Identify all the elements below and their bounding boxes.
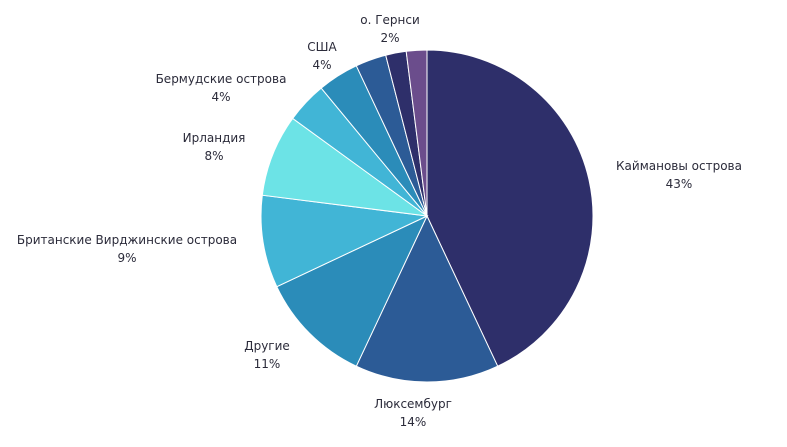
slice-label-name: США bbox=[307, 40, 337, 54]
pie-slice bbox=[405, 49, 428, 217]
slice-label: Каймановы острова 43% bbox=[616, 159, 742, 191]
slice-label-name: Британские Вирджинские острова bbox=[17, 233, 237, 247]
pie-slice bbox=[355, 214, 499, 383]
slice-label-value: 4% bbox=[312, 58, 331, 72]
slice-label-name: Люксембург bbox=[374, 397, 452, 411]
slice-label-name: Бермудские острова bbox=[156, 72, 287, 86]
slice-label-value: 43% bbox=[666, 177, 693, 191]
slice-label-value: 14% bbox=[400, 415, 427, 429]
pie-slice bbox=[260, 194, 429, 288]
slice-label-name: Каймановы острова bbox=[616, 159, 742, 173]
pie-slices bbox=[260, 49, 594, 383]
slice-label: Британские Вирджинские острова 9% bbox=[17, 233, 237, 265]
slice-label-value: 8% bbox=[204, 149, 223, 163]
slice-label-name: о. Гернси bbox=[360, 13, 420, 27]
pie-slice bbox=[426, 49, 594, 367]
slice-label-name: Ирландия bbox=[183, 131, 246, 145]
slice-label-value: 9% bbox=[117, 251, 136, 265]
slice-label: Ирландия 8% bbox=[183, 131, 246, 163]
slice-label: Другие 11% bbox=[244, 339, 290, 371]
pie-labels: Каймановы острова 43% Люксембург 14% Другие 1… bbox=[17, 13, 742, 429]
slice-label: США 4% bbox=[307, 40, 337, 72]
slice-label: Люксембург 14% bbox=[374, 397, 452, 429]
slice-label: о. Гернси 2% bbox=[360, 13, 420, 45]
pie-slice bbox=[276, 214, 429, 367]
slice-label-value: 11% bbox=[254, 357, 281, 371]
slice-label: Бермудские острова 4% bbox=[156, 72, 287, 104]
slice-label-name: Другие bbox=[244, 339, 290, 353]
slice-label-value: 4% bbox=[211, 90, 230, 104]
slice-label-value: 2% bbox=[380, 31, 399, 45]
